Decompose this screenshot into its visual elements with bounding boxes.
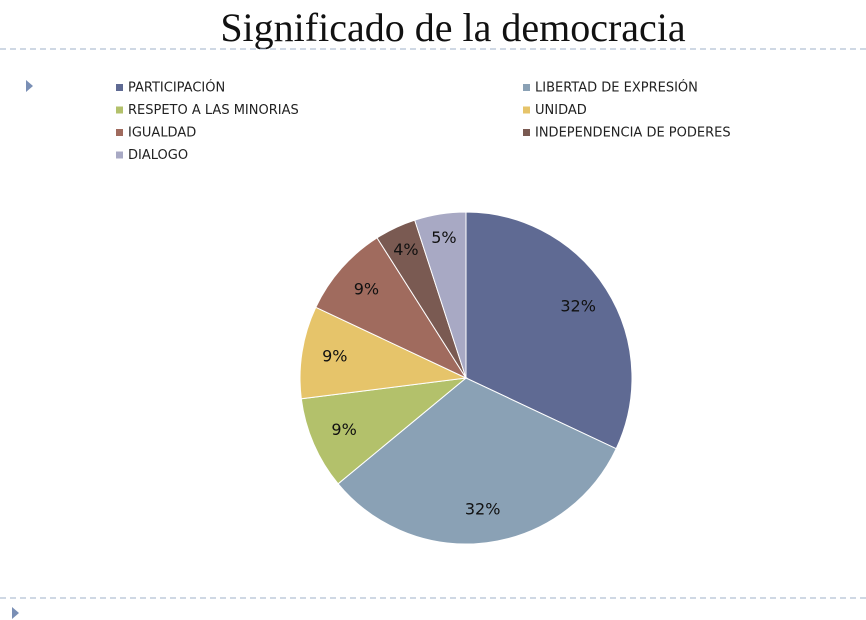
pie-slice	[299, 306, 468, 400]
legend-swatch	[116, 106, 123, 114]
chart-title: Significado de la democracia	[220, 5, 686, 50]
legend-label: DIALOGO	[128, 148, 188, 163]
data-label: 5%	[431, 228, 456, 247]
bullet	[26, 80, 33, 92]
data-label: 32%	[465, 499, 501, 518]
data-label: 32%	[560, 296, 596, 315]
pie-slice	[300, 377, 468, 485]
legend-swatch	[523, 106, 530, 114]
data-label: 9%	[354, 280, 379, 299]
legend-swatch	[523, 84, 530, 91]
data-label: 9%	[331, 420, 356, 439]
bullet	[12, 607, 19, 619]
legend-label: INDEPENDENCIA DE PODERES	[535, 126, 731, 141]
legend-label: PARTICIPACIÓN	[128, 80, 225, 96]
pie-slice	[337, 377, 617, 545]
legend-swatch	[116, 84, 123, 91]
legend-label: RESPETO A LAS MINORIAS	[128, 103, 299, 118]
legend-label: IGUALDAD	[128, 126, 196, 141]
legend-label: LIBERTAD DE EXPRESIÓN	[535, 80, 698, 96]
data-label: 4%	[393, 240, 418, 259]
pie-slice	[414, 211, 467, 379]
pie-slice	[315, 237, 468, 380]
legend-swatch	[116, 151, 123, 159]
data-label: 9%	[322, 347, 347, 366]
legend-label: UNIDAD	[535, 103, 587, 118]
legend-swatch	[116, 129, 123, 136]
legend-swatch	[523, 129, 530, 136]
pie-slice	[465, 211, 633, 450]
